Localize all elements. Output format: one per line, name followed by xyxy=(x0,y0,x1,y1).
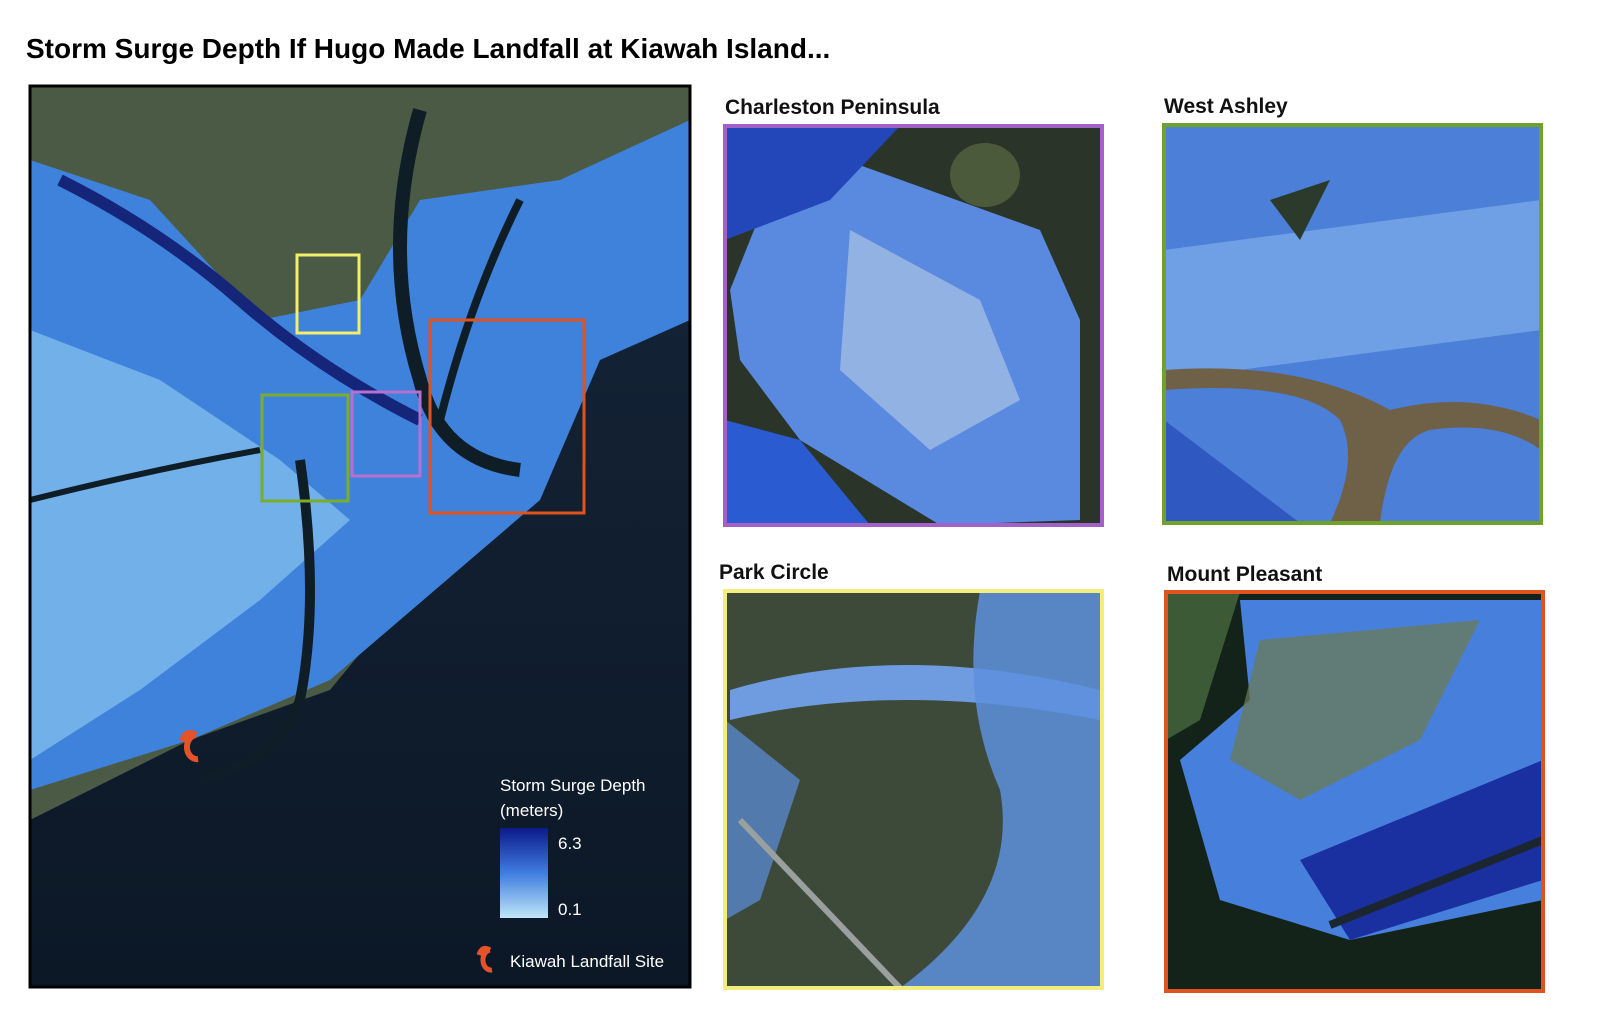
inset-charleston: Charleston Peninsula xyxy=(723,96,1104,527)
title: Storm Surge Depth If Hugo Made Landfall … xyxy=(26,33,830,64)
legend-unit: (meters) xyxy=(500,801,563,820)
legend-title: Storm Surge Depth xyxy=(500,776,646,795)
inset-west-ashley: West Ashley xyxy=(1162,95,1543,525)
legend-min: 0.1 xyxy=(558,900,582,919)
inset-label: Mount Pleasant xyxy=(1167,563,1322,586)
legend-marker-label: Kiawah Landfall Site xyxy=(510,952,664,971)
main-map: Storm Surge Depth (meters) 6.3 0.1 Kiawa… xyxy=(28,84,692,989)
inset-park-circle: Park Circle xyxy=(719,561,1104,991)
legend-colorbar xyxy=(500,828,548,918)
inset-label: Park Circle xyxy=(719,561,829,584)
inset-label: West Ashley xyxy=(1164,95,1288,118)
inset-mount-pleasant: Mount Pleasant xyxy=(1164,563,1545,993)
inset-label: Charleston Peninsula xyxy=(725,96,940,119)
legend-max: 6.3 xyxy=(558,834,582,853)
